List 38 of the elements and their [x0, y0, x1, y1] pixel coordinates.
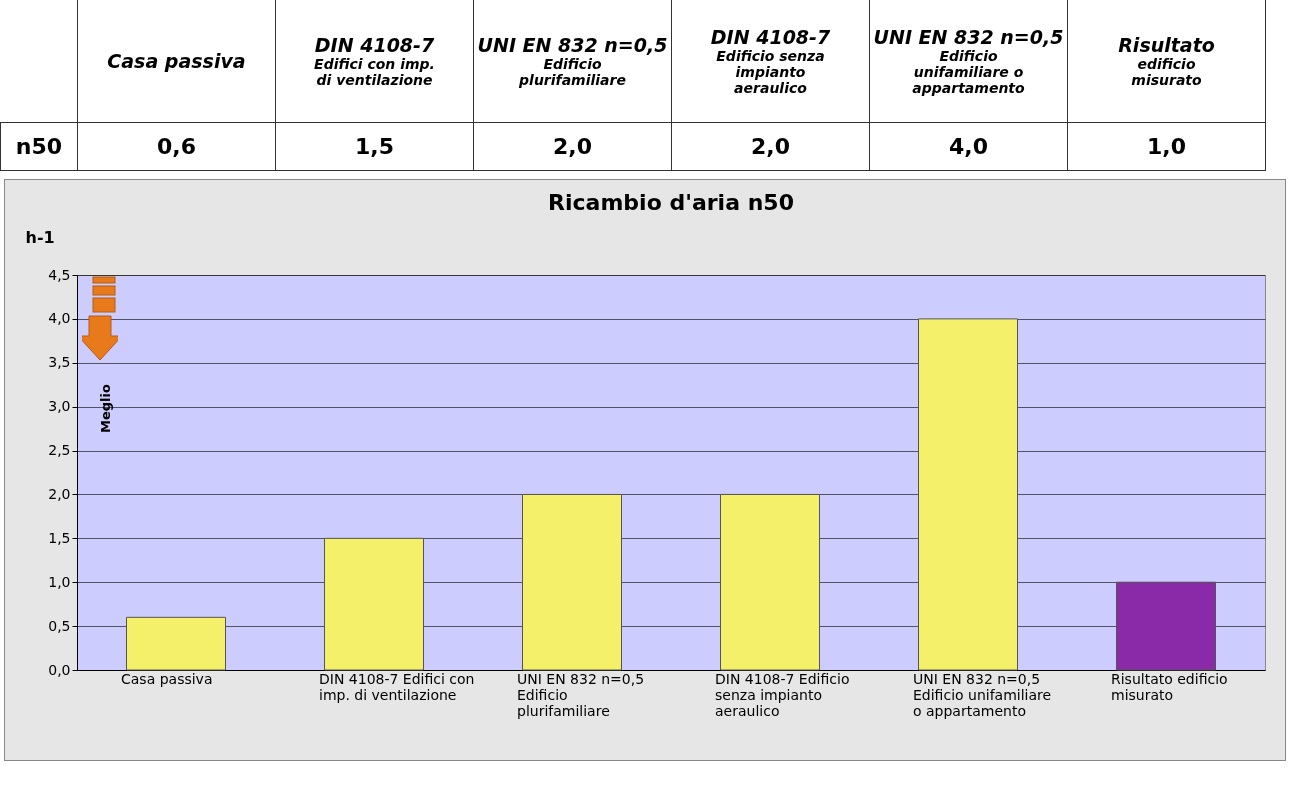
x-tick-label: Risultato edificio misurato — [1111, 670, 1228, 702]
x-tick-label: DIN 4108-7 Edificio senza impianto aeraulico — [715, 670, 850, 718]
category-label: UNI EN 832 n=0,5 Edificio plurifamiliare — [477, 33, 668, 88]
bar — [522, 493, 622, 670]
bar — [1116, 581, 1216, 670]
y-tick-label: 4,0 — [48, 309, 71, 326]
annotation: Meglio — [98, 384, 113, 433]
data-label: 1,5 — [275, 122, 474, 170]
text: n50 — [0, 122, 78, 170]
x-tick-label: DIN 4108-7 Edifici con imp. di ventilazione — [319, 670, 475, 702]
y-axis-title: h-1 — [25, 227, 55, 246]
category-label: Risultato edificio misurato — [1118, 33, 1215, 88]
y-tick-label: 0,0 — [48, 661, 71, 677]
y-tick-label: 0,5 — [48, 617, 71, 634]
bar — [126, 616, 226, 670]
y-tick-label: 1,0 — [48, 573, 71, 590]
data-label: 4,0 — [869, 122, 1068, 170]
chart-title: Ricambio d'aria n50 — [548, 189, 794, 215]
y-tick-label: 3,0 — [48, 397, 71, 414]
y-tick-label: 2,5 — [48, 441, 71, 458]
x-tick-label: Casa passiva — [121, 670, 213, 686]
y-tick-label: 4,5 — [48, 266, 71, 282]
category-label: Casa passiva — [107, 49, 246, 72]
data-label: 0,6 — [77, 122, 276, 170]
data-label: 2,0 — [671, 122, 870, 170]
y-tick-label: 2,0 — [48, 485, 71, 502]
x-tick-label: UNI EN 832 n=0,5 Edificio unifamiliare o appartamento — [913, 670, 1052, 718]
data-label: 2,0 — [473, 122, 672, 170]
bar — [324, 537, 424, 670]
category-label: DIN 4108-7 Edifici con imp. di ventilazione — [314, 33, 435, 88]
category-label: UNI EN 832 n=0,5 Edificio unifamiliare o appartamento — [873, 25, 1064, 96]
y-tick-label: 3,5 — [48, 353, 71, 370]
x-tick-label: UNI EN 832 n=0,5 Edificio plurifamiliare — [517, 670, 645, 718]
data-label: 1,0 — [1067, 122, 1266, 170]
bar — [720, 493, 820, 670]
bar — [918, 317, 1018, 670]
category-label: DIN 4108-7 Edificio senza impianto aeraulico — [710, 25, 831, 96]
y-tick-label: 1,5 — [48, 529, 71, 546]
